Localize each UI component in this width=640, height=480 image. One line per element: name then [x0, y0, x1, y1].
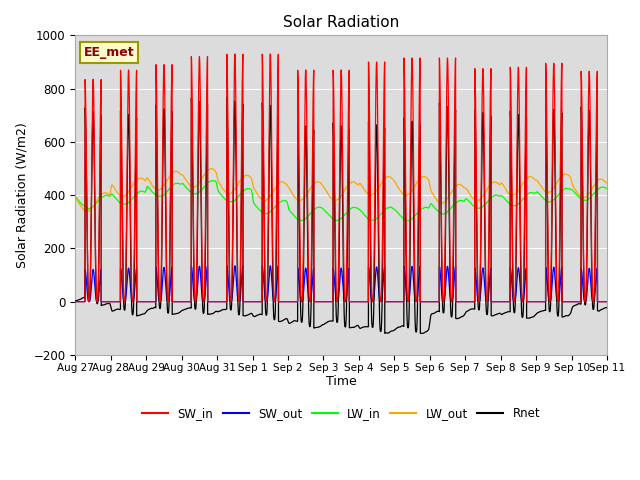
LW_out — [603, 180, 611, 186]
Line: SW_in: SW_in — [76, 54, 607, 302]
SW_in — [72, 299, 79, 305]
SW_in — [231, 51, 239, 57]
LW_out — [323, 190, 331, 195]
SW_out — [603, 299, 611, 305]
Rnet — [581, 300, 589, 306]
LW_out — [574, 191, 582, 197]
Rnet — [417, 331, 425, 336]
SW_out — [231, 263, 239, 269]
LW_out — [581, 194, 589, 200]
SW_out — [475, 299, 483, 305]
SW_out — [252, 299, 260, 305]
Line: SW_out: SW_out — [76, 266, 607, 302]
SW_in — [323, 299, 331, 305]
LW_in — [252, 203, 260, 209]
Rnet — [72, 298, 79, 304]
SW_out — [580, 299, 588, 304]
Rnet — [323, 320, 331, 325]
SW_out — [460, 299, 468, 305]
SW_out — [574, 299, 582, 305]
LW_in — [72, 194, 79, 200]
LW_out — [208, 166, 216, 171]
Title: Solar Radiation: Solar Radiation — [283, 15, 399, 30]
Line: LW_out: LW_out — [76, 168, 607, 211]
Legend: SW_in, SW_out, LW_in, LW_out, Rnet: SW_in, SW_out, LW_in, LW_out, Rnet — [137, 402, 545, 425]
X-axis label: Time: Time — [326, 375, 356, 388]
Text: EE_met: EE_met — [83, 46, 134, 59]
SW_out — [323, 299, 331, 305]
Rnet — [460, 312, 468, 318]
SW_in — [252, 299, 260, 305]
LW_in — [603, 186, 611, 192]
SW_out — [72, 299, 79, 305]
LW_in — [475, 205, 483, 211]
LW_out — [252, 189, 260, 195]
Y-axis label: Solar Radiation (W/m2): Solar Radiation (W/m2) — [15, 122, 28, 268]
Rnet — [475, 307, 483, 313]
LW_in — [460, 198, 468, 204]
Rnet — [603, 305, 611, 311]
Rnet — [223, 95, 230, 100]
LW_in — [404, 218, 412, 224]
LW_out — [475, 197, 483, 203]
LW_in — [208, 178, 216, 183]
Line: Rnet: Rnet — [76, 97, 607, 334]
LW_out — [460, 185, 468, 191]
LW_in — [574, 193, 582, 199]
LW_in — [581, 197, 589, 203]
LW_in — [323, 210, 331, 216]
Line: LW_in: LW_in — [76, 180, 607, 221]
SW_in — [580, 296, 588, 302]
Rnet — [252, 313, 260, 319]
Rnet — [574, 301, 582, 307]
LW_out — [72, 195, 79, 201]
SW_in — [603, 299, 611, 305]
LW_out — [84, 208, 92, 214]
SW_in — [460, 299, 468, 305]
SW_in — [574, 299, 582, 305]
SW_in — [475, 299, 483, 305]
